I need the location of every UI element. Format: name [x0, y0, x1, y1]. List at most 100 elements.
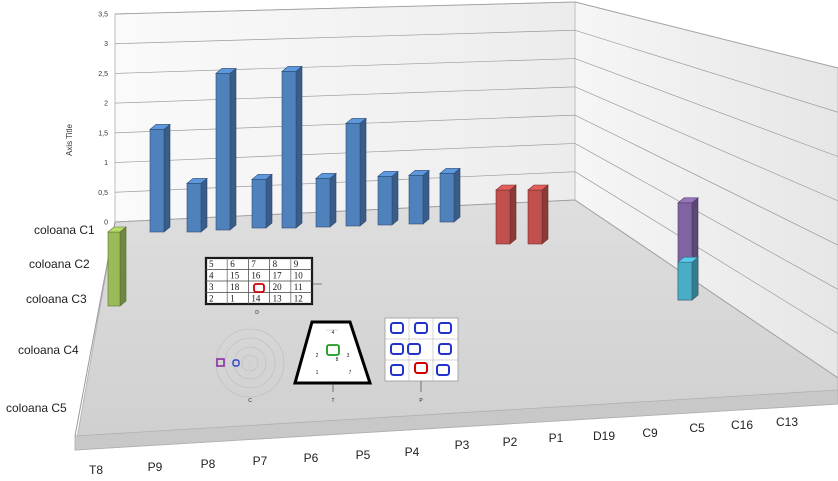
c-caption: C — [248, 398, 252, 404]
c-blue-marker — [232, 359, 240, 367]
bar-side-face — [329, 172, 337, 228]
bar-front-face — [186, 183, 202, 233]
x-tick-label: P3 — [455, 438, 470, 452]
p-marker — [414, 322, 428, 334]
bar-C9 — [495, 184, 517, 245]
x-tick-label: P7 — [253, 454, 268, 468]
x-tick-label: C9 — [642, 426, 658, 440]
d-caption: D — [255, 310, 259, 316]
depth-label: coloana C3 — [26, 292, 87, 306]
d-cell-number: 3 — [209, 282, 214, 292]
t-number: 8 — [336, 357, 339, 363]
back-gridline — [114, 114, 576, 134]
bar-P6 — [251, 173, 273, 229]
bar-C5 — [527, 184, 549, 245]
y-tick-label: 0 — [104, 220, 108, 227]
bar-front-face — [251, 179, 267, 229]
grid-lines — [114, 1, 838, 379]
d-cell-number: 16 — [251, 271, 261, 281]
back-gridline — [114, 29, 576, 45]
x-tick-label: D19 — [593, 429, 615, 443]
bar-P3 — [345, 117, 367, 227]
bar-top-face — [377, 171, 399, 177]
bar-top-face — [495, 184, 517, 191]
bar-top-face — [215, 68, 237, 74]
y-axis-ticks: 0 0,5 1 1,5 2 2,5 3 3,5 — [98, 12, 108, 227]
bar-front-face — [527, 189, 543, 245]
t-numbers: 4 8 2 3 1 7 — [316, 330, 352, 376]
y-tick-label: 1,5 — [98, 130, 108, 137]
y-axis-title: Axis Title — [65, 123, 74, 156]
bar-side-face — [163, 123, 171, 233]
side-gridline — [574, 114, 838, 246]
t-number: 7 — [349, 370, 352, 376]
d-cell-number: 20 — [273, 282, 283, 292]
depth-label: coloana C2 — [29, 257, 90, 271]
bar-front-face — [215, 73, 231, 231]
p-marker — [438, 322, 452, 334]
p-marker — [436, 364, 450, 376]
bar-front-face — [315, 178, 331, 228]
bar-top-face — [281, 66, 303, 72]
bar-C16 — [677, 256, 699, 301]
d-cell-number: 14 — [251, 294, 261, 304]
inset-d-grid: 5 6 7 8 9 4 15 16 17 10 3 18 20 11 2 1 14 13 12 D — [204, 256, 322, 316]
x-tick-label: P6 — [304, 451, 319, 465]
side-gridline — [574, 199, 838, 379]
bar-D19 — [439, 167, 461, 223]
t-number: 2 — [316, 353, 319, 359]
bar-side-face — [295, 65, 303, 229]
bar-front-face — [677, 261, 693, 301]
bar-P5 — [281, 65, 303, 229]
side-gridline — [574, 143, 838, 290]
bar-side-face — [229, 67, 237, 231]
y-tick-label: 3 — [104, 41, 108, 48]
bar-side-face — [422, 169, 430, 225]
bar-top-face — [439, 168, 461, 174]
bar-top-face — [251, 174, 273, 180]
t-number: 4 — [332, 330, 335, 336]
depth-label: coloana C5 — [6, 401, 67, 415]
depth-label: coloana C4 — [18, 343, 79, 357]
bar-P8 — [186, 177, 208, 233]
bar-top-face — [107, 226, 127, 233]
d-cell-number: 10 — [294, 271, 304, 281]
inset-t-trapezoid: 4 8 2 3 1 7 T — [293, 320, 373, 404]
bar-top-face — [345, 118, 367, 124]
back-gridline — [114, 86, 576, 104]
x-axis-labels: T8 P9 P8 P7 P6 P5 P4 P3 P2 P1 D19 C9 C5 C16 C13 — [89, 415, 798, 477]
d-cell-number: 18 — [230, 282, 240, 292]
bar-front-face — [408, 175, 424, 225]
y-tick-label: 3,5 — [98, 12, 108, 19]
d-cell-number: 9 — [294, 259, 299, 269]
bar-front-face — [377, 176, 393, 226]
bar-P2 — [377, 170, 399, 226]
d-grid-marker — [253, 283, 265, 293]
p-marker — [407, 343, 421, 355]
bar-side-face — [391, 170, 399, 226]
d-cell-number: 2 — [209, 294, 214, 304]
bar-side-face — [200, 177, 208, 233]
d-cell-number: 13 — [273, 294, 283, 304]
bar-side-face — [541, 184, 549, 245]
p-caption: P — [419, 398, 423, 404]
inset-c-target: C — [212, 326, 288, 404]
d-cell-number: 4 — [209, 271, 214, 281]
bars — [107, 65, 699, 307]
d-cell-number: 8 — [273, 259, 278, 269]
d-cell — [290, 292, 313, 305]
y-tick-label: 0,5 — [98, 190, 108, 197]
t-green-marker — [326, 344, 340, 356]
p-marker — [414, 362, 428, 374]
c-purple-marker — [216, 358, 225, 367]
bar-top-face — [186, 178, 208, 184]
d-cell-number: 7 — [251, 259, 256, 269]
bar-P9 — [149, 123, 171, 233]
bar-front-face — [107, 231, 121, 307]
inset-p-grid: P — [384, 317, 459, 404]
bar-front-face — [149, 129, 165, 233]
back-gridline — [114, 143, 576, 163]
d-cell-number: 12 — [294, 294, 303, 304]
